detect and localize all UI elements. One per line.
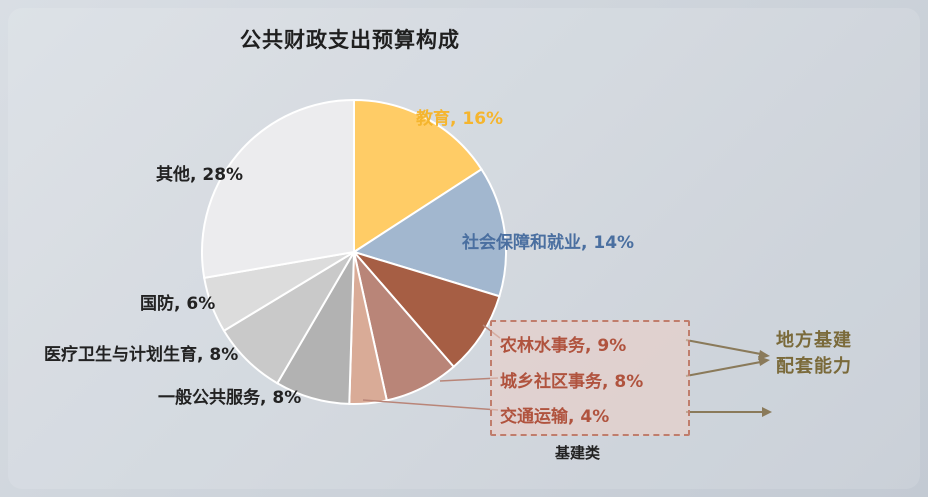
arrow-agriculture: [685, 339, 767, 356]
leader-line-urban: [439, 377, 499, 382]
arrow-urban-head: [758, 356, 770, 366]
pie-slice-0: [353, 98, 483, 254]
side-label-line-1: 地方基建: [776, 330, 852, 351]
infrastructure-group-box: [490, 320, 690, 436]
label-defense: 国防, 6%: [140, 294, 216, 314]
label-agriculture: 农林水事务, 9%: [500, 336, 627, 356]
chart-title: 公共财政支出预算构成: [240, 28, 460, 52]
label-public-services: 一般公共服务, 8%: [158, 388, 302, 408]
pie-slice-1: [351, 167, 507, 298]
label-education: 教育, 16%: [416, 109, 504, 129]
side-label-line-2: 配套能力: [776, 356, 852, 377]
arrow-transport-head: [762, 407, 772, 417]
label-urban-rural: 城乡社区事务, 8%: [500, 372, 644, 392]
label-healthcare: 医疗卫生与计划生育, 8%: [44, 345, 239, 365]
leader-line-transport: [362, 399, 499, 411]
label-social-security: 社会保障和就业, 14%: [462, 233, 635, 253]
label-transport: 交通运输, 4%: [500, 407, 610, 427]
arrow-urban: [685, 360, 767, 377]
pie-slice-8: [201, 98, 355, 280]
label-other: 其他, 28%: [156, 165, 244, 185]
pie-slice-2: [350, 250, 501, 369]
group-label-infrastructure: 基建类: [555, 444, 601, 462]
